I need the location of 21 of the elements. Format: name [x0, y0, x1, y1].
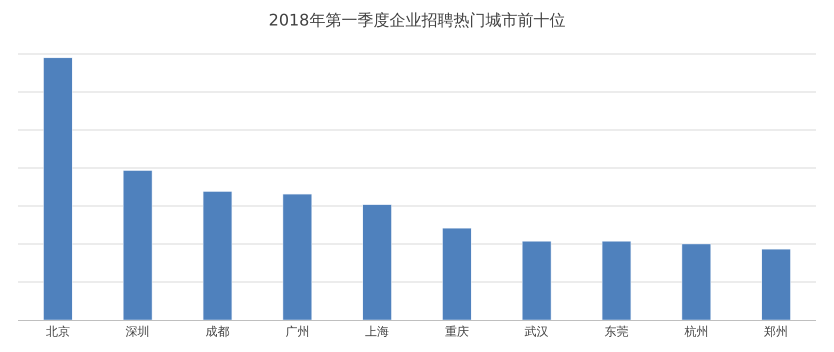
bar [202, 191, 232, 320]
x-tick-label: 武汉 [524, 324, 549, 338]
bar [442, 228, 472, 320]
bar [761, 248, 791, 320]
bar [682, 244, 711, 320]
x-tick-label: 重庆 [444, 324, 469, 338]
x-tick-label: 深圳 [126, 324, 150, 338]
bar [123, 170, 152, 320]
bar [282, 194, 312, 320]
x-tick-label: 郑州 [764, 324, 788, 338]
x-tick-label: 北京 [46, 324, 70, 338]
x-tick-label: 杭州 [683, 324, 708, 338]
bar [522, 241, 552, 320]
x-tick-label: 上海 [365, 324, 390, 338]
x-tick-label: 东莞 [604, 324, 628, 338]
x-tick-label: 成都 [206, 324, 230, 338]
bar [602, 241, 632, 320]
bar [362, 204, 392, 320]
x-tick-label: 广州 [285, 324, 310, 338]
chart-title: 2018年第一季度企业招聘热门城市前十位 [268, 10, 566, 30]
bar [43, 58, 73, 320]
